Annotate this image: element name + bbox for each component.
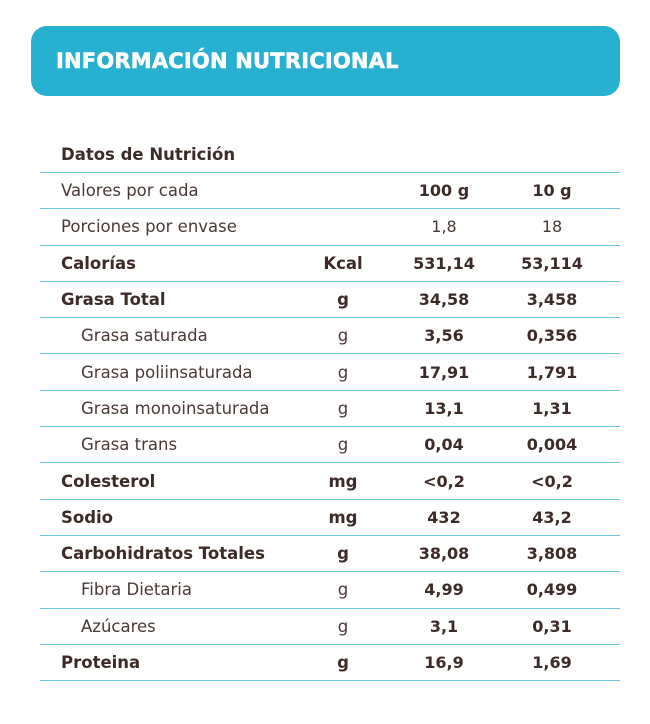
value-per-100g: 0,04 (424, 435, 464, 455)
nutrient-unit: g (337, 290, 349, 310)
nutrient-unit (288, 173, 398, 208)
value-per-100g: 13,1 (424, 398, 464, 418)
nutrient-unit (288, 209, 398, 244)
value-per-10g: 0,004 (526, 435, 578, 455)
nutrient-name: Sodio (61, 507, 114, 527)
value-per-10g: <0,2 (531, 471, 573, 491)
nutrient-unit: g (337, 362, 349, 382)
nutrient-name: Grasa trans (81, 435, 178, 455)
nutrient-name: Porciones por envase (61, 217, 237, 237)
value-per-10g: 10 g (532, 181, 572, 201)
title-banner: INFORMACIÓN NUTRICIONAL (31, 26, 620, 96)
value-per-100g: 3,56 (424, 326, 464, 346)
value-per-10g: 43,2 (532, 507, 572, 527)
table-row: Grasa Total g 34,58 3,458 (40, 282, 620, 319)
table-row: Fibra Dietaria g 4,99 0,499 (40, 572, 620, 609)
table-row: Grasa poliinsaturada g 17,91 1,791 (40, 354, 620, 391)
value-per-10g: 0,356 (526, 326, 578, 346)
nutrient-name: Calorías (61, 253, 136, 273)
value-per-10g: 3,458 (526, 290, 578, 310)
value-per-10g: 1,791 (526, 362, 578, 382)
nutrition-table: Datos de Nutrición Valores por cada 100 g… (40, 137, 620, 682)
value-per-100g: <0,2 (423, 471, 465, 491)
table-row: Proteina g 16,9 1,69 (40, 645, 620, 682)
value-per-10g: 0,31 (532, 616, 572, 636)
table-row: Grasa monoinsaturada g 13,1 1,31 (40, 391, 620, 428)
nutrient-unit: g (337, 326, 349, 346)
value-per-100g: 17,91 (418, 362, 470, 382)
nutrient-unit: mg (328, 507, 358, 527)
table-row: Valores por cada 100 g 10 g (40, 173, 620, 210)
page-title: INFORMACIÓN NUTRICIONAL (56, 49, 399, 74)
table-row: Grasa saturada g 3,56 0,356 (40, 318, 620, 355)
section-title: Datos de Nutrición (61, 145, 236, 164)
nutrient-name: Grasa Total (61, 290, 166, 310)
table-row: Sodio mg 432 43,2 (40, 500, 620, 536)
nutrient-name: Grasa poliinsaturada (81, 362, 253, 382)
table-row: Porciones por envase 1,8 18 (40, 209, 620, 246)
value-per-100g: 432 (427, 507, 461, 527)
nutrient-unit: g (337, 653, 349, 672)
nutrient-name: Proteina (61, 653, 141, 672)
nutrition-rows: Valores por cada 100 g 10 g Porciones por e… (40, 173, 620, 682)
value-per-100g: 38,08 (418, 544, 470, 564)
value-per-10g: 0,499 (526, 580, 578, 600)
value-per-10g: 1,69 (532, 653, 572, 672)
nutrient-name: Grasa saturada (81, 326, 208, 346)
nutrient-name: Colesterol (61, 471, 156, 491)
nutrient-name: Fibra Dietaria (81, 580, 192, 600)
nutrient-unit: g (337, 544, 349, 564)
value-per-100g: 3,1 (429, 616, 459, 636)
nutrient-unit: Kcal (323, 253, 363, 273)
nutrient-name: Valores por cada (61, 181, 199, 201)
table-row: Grasa trans g 0,04 0,004 (40, 427, 620, 464)
value-per-100g: 100 g (418, 181, 470, 201)
value-per-100g: 1,8 (431, 217, 457, 237)
value-per-100g: 4,99 (424, 580, 464, 600)
value-per-10g: 18 (541, 217, 563, 237)
value-per-10g: 3,808 (526, 544, 578, 564)
nutrient-name: Carbohidratos Totales (61, 544, 265, 564)
nutrient-name: Grasa monoinsaturada (81, 398, 270, 418)
nutrient-unit: g (337, 435, 349, 455)
nutrient-name: Azúcares (81, 616, 156, 636)
table-row: Calorías Kcal 531,14 53,114 (40, 246, 620, 282)
section-header-row: Datos de Nutrición (40, 137, 620, 173)
value-per-10g: 1,31 (532, 398, 572, 418)
nutrient-unit: mg (328, 471, 358, 491)
value-per-100g: 16,9 (424, 653, 464, 672)
table-row: Azúcares g 3,1 0,31 (40, 609, 620, 645)
nutrient-unit: g (337, 398, 349, 418)
value-per-10g: 53,114 (521, 253, 583, 273)
value-per-100g: 531,14 (413, 253, 475, 273)
value-per-100g: 34,58 (418, 290, 470, 310)
nutrient-unit: g (337, 580, 349, 600)
table-row: Carbohidratos Totales g 38,08 3,808 (40, 536, 620, 573)
table-row: Colesterol mg <0,2 <0,2 (40, 463, 620, 500)
nutrient-unit: g (337, 616, 349, 636)
